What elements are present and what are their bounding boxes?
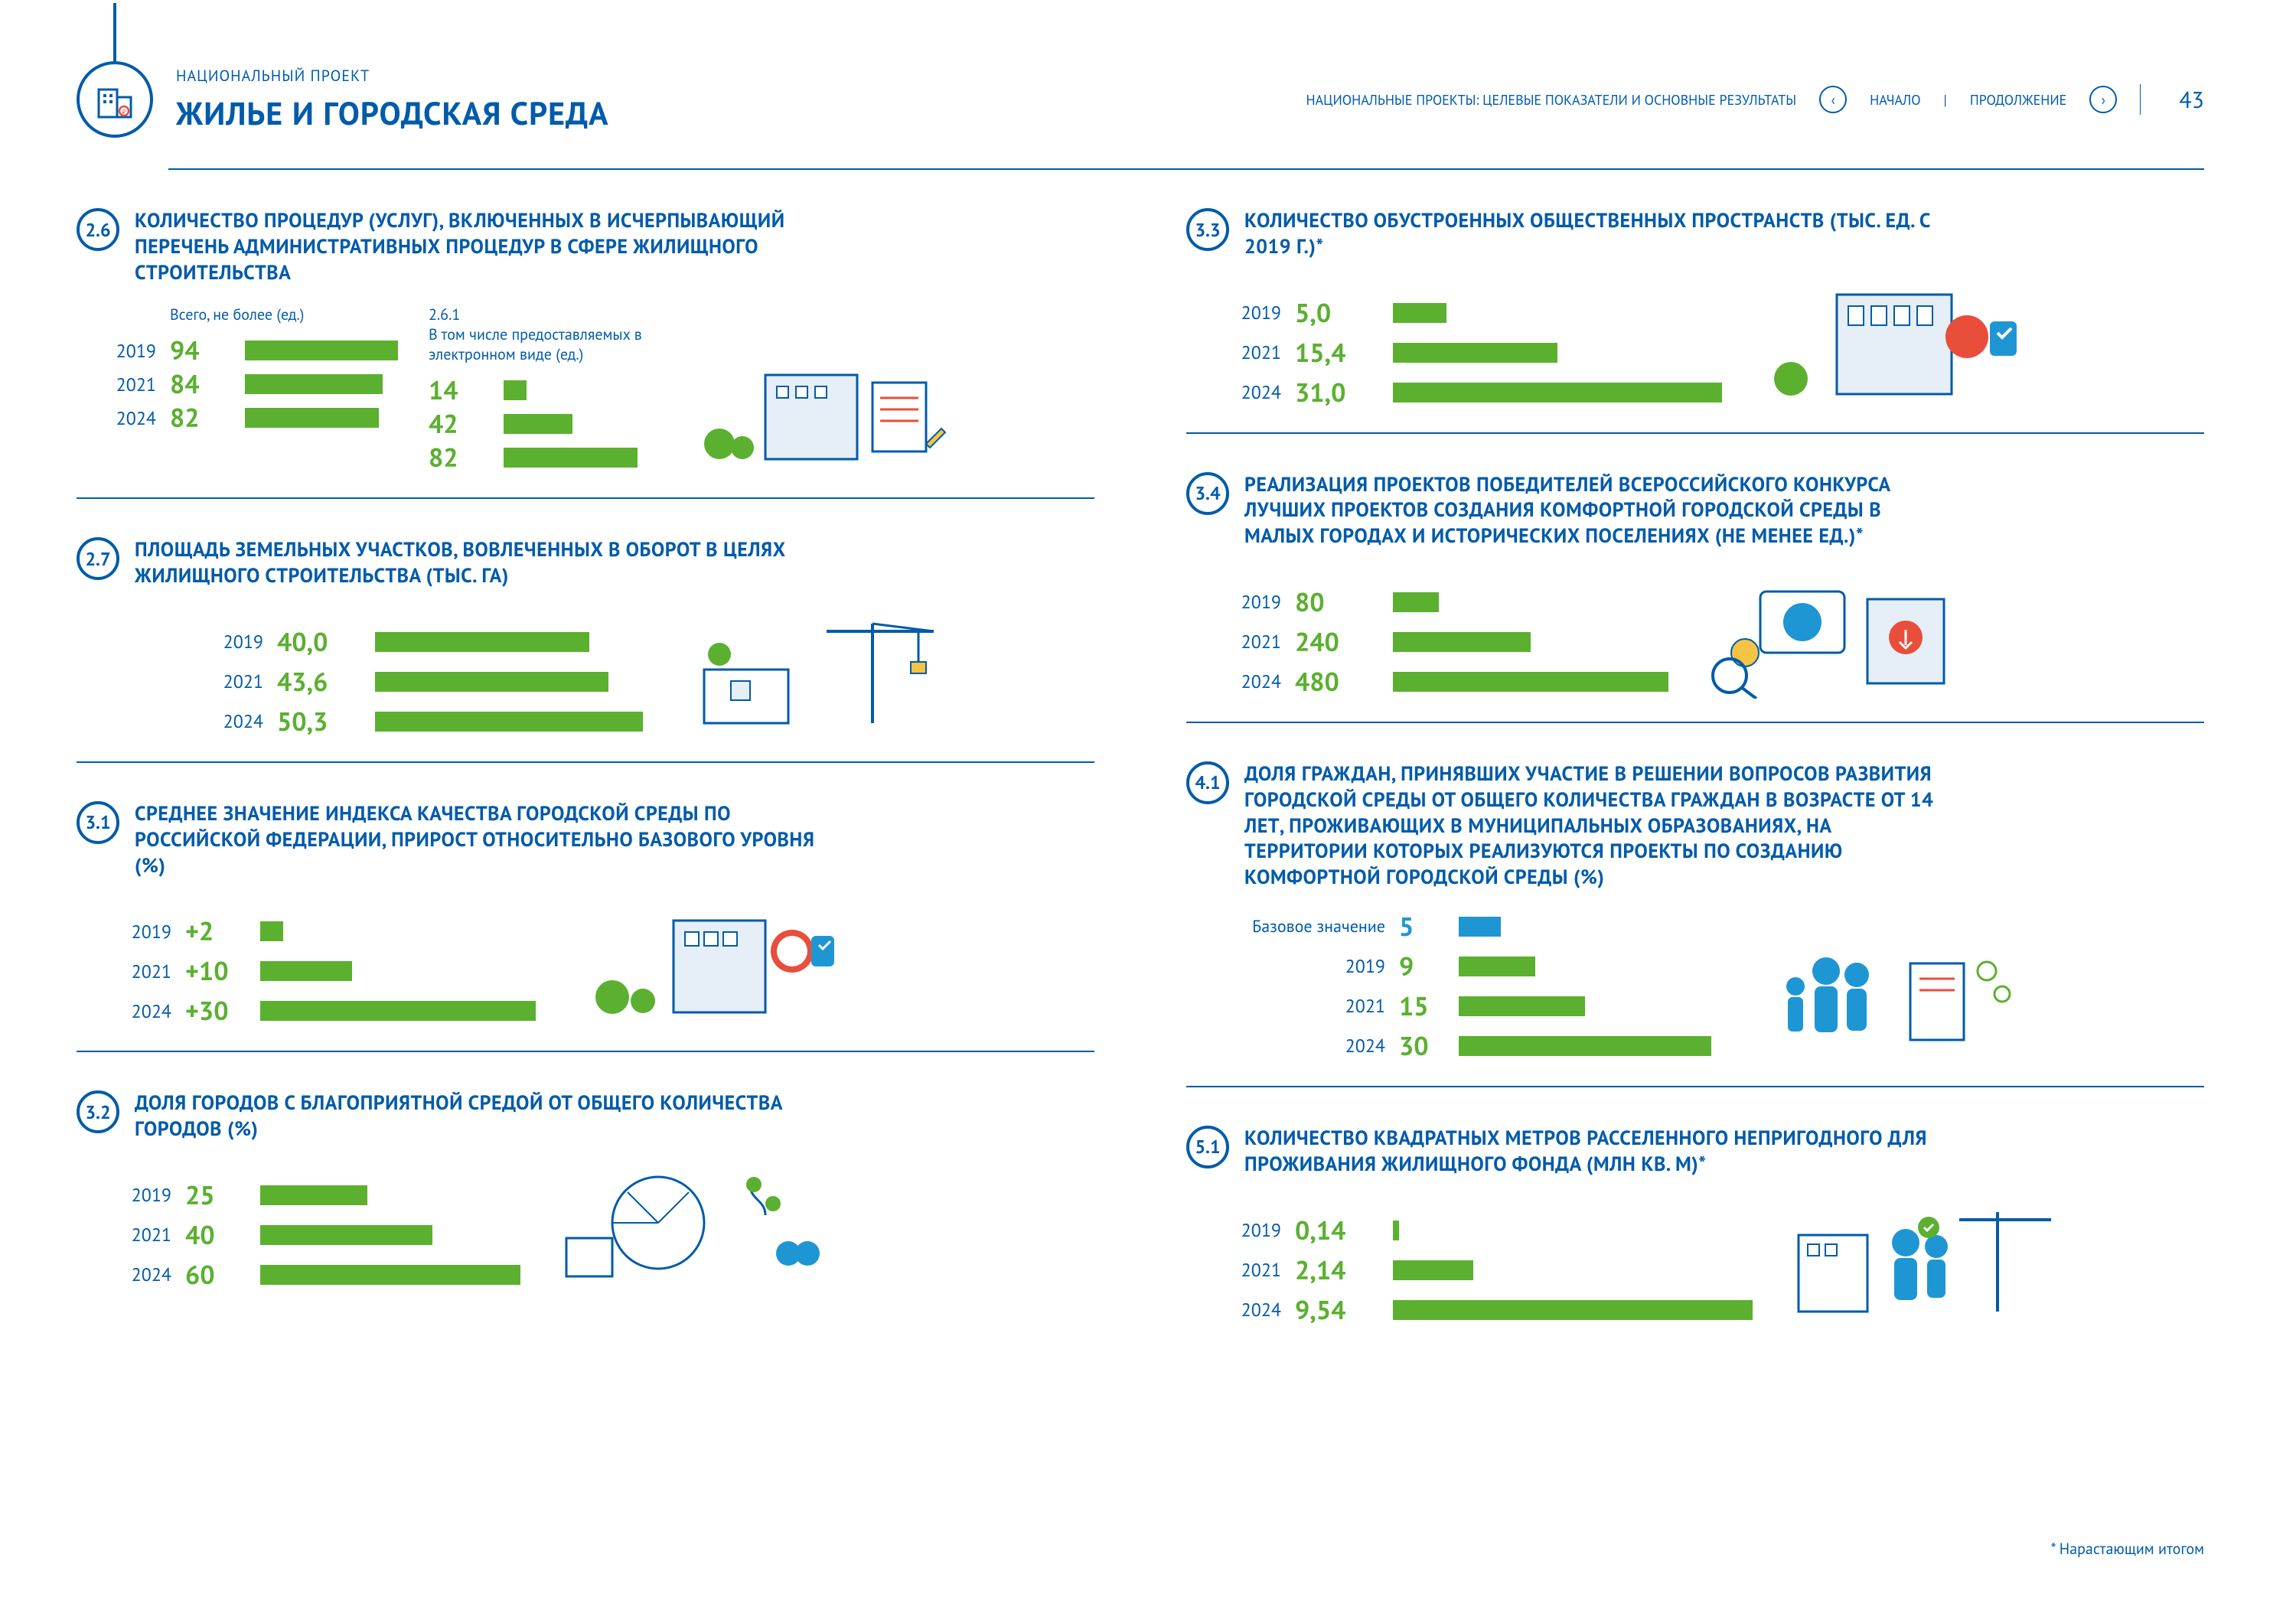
section-number: 2.6 (77, 208, 119, 251)
section-title: СРЕДНЕЕ ЗНАЧЕНИЕ ИНДЕКСА КАЧЕСТВА ГОРОДС… (135, 801, 839, 878)
right-column: 3.3 КОЛИЧЕСТВО ОБУСТРОЕННЫХ ОБЩЕСТВЕННЫХ… (1186, 208, 2204, 1342)
section-3-3: 3.3 КОЛИЧЕСТВО ОБУСТРОЕННЫХ ОБЩЕСТВЕННЫХ… (1186, 208, 2204, 449)
section-3-1: 3.1 СРЕДНЕЕ ЗНАЧЕНИЕ ИНДЕКСА КАЧЕСТВА ГО… (77, 801, 1094, 1067)
section-title: КОЛИЧЕСТВО КВАДРАТНЫХ МЕТРОВ РАССЕЛЕННОГ… (1244, 1126, 1949, 1178)
illustration-award (1699, 569, 1975, 699)
project-title: ЖИЛЬЕ И ГОРОДСКАЯ СРЕДА (176, 92, 1306, 134)
bar (504, 448, 638, 468)
bar (1393, 672, 1668, 692)
bar (260, 961, 352, 981)
section-divider (77, 1051, 1094, 1052)
bar (245, 341, 398, 360)
bar (260, 1185, 367, 1205)
bar (1393, 383, 1722, 403)
section-2-7: 2.7 ПЛОЩАДЬ ЗЕМЕЛЬНЫХ УЧАСТКОВ, ВОВЛЕЧЕН… (77, 537, 1094, 778)
building-icon: ₽ (94, 79, 135, 120)
bar (1459, 957, 1535, 976)
bar (245, 408, 379, 428)
section-divider (1186, 722, 2204, 723)
section-4-1: 4.1 ДОЛЯ ГРАЖДАН, ПРИНЯВШИХ УЧАСТИЕ В РЕ… (1186, 761, 2204, 1103)
project-subtitle: НАЦИОНАЛЬНЫЙ ПРОЕКТ (176, 66, 1306, 86)
bar (1459, 1036, 1711, 1056)
illustration-relocation (1783, 1197, 2059, 1327)
section-2-6: 2.6 КОЛИЧЕСТВО ПРОЦЕДУР (УСЛУГ), ВКЛЮЧЕН… (77, 208, 1094, 514)
bar-base (1459, 917, 1501, 937)
section-divider (1186, 1086, 2204, 1087)
section-number: 4.1 (1186, 761, 1229, 804)
section-number: 3.2 (77, 1090, 119, 1133)
section-title: ДОЛЯ ГРАЖДАН, ПРИНЯВШИХ УЧАСТИЕ В РЕШЕНИ… (1244, 761, 1949, 891)
section-number: 3.3 (1186, 208, 1229, 251)
bar (1393, 343, 1557, 363)
nav-prev-button[interactable]: ‹ (1819, 86, 1847, 113)
section-number: 3.1 (77, 801, 119, 844)
section-divider (1186, 432, 2204, 434)
section-number: 3.4 (1186, 472, 1229, 515)
section-title: КОЛИЧЕСТВО ОБУСТРОЕННЫХ ОБЩЕСТВЕННЫХ ПРО… (1244, 208, 1949, 260)
col-header-electronic: 2.6.1В том числе предоставляемых в элект… (429, 305, 643, 364)
header-divider (168, 168, 2204, 170)
breadcrumb: НАЦИОНАЛЬНЫЕ ПРОЕКТЫ: ЦЕЛЕВЫЕ ПОКАЗАТЕЛИ… (1306, 91, 1797, 109)
col-header-total: Всего, не более (ед.) (170, 305, 398, 324)
bar (375, 632, 589, 652)
footnote: * Нарастающим итогом (2051, 1539, 2204, 1559)
bar (1459, 996, 1585, 1016)
bar (1393, 632, 1531, 652)
bar (1393, 592, 1439, 612)
section-title: ПЛОЩАДЬ ЗЕМЕЛЬНЫХ УЧАСТКОВ, ВОВЛЕЧЕННЫХ … (135, 537, 839, 589)
bar (245, 374, 383, 394)
illustration-public-space (1753, 279, 2028, 409)
section-divider (77, 497, 1094, 499)
section-3-4: 3.4 РЕАЛИЗАЦИЯ ПРОЕКТОВ ПОБЕДИТЕЛЕЙ ВСЕР… (1186, 472, 2204, 738)
bar (1393, 1260, 1473, 1280)
illustration-park (551, 1162, 827, 1292)
illustration-crane (673, 608, 949, 738)
bar (504, 380, 527, 400)
bar (1393, 303, 1446, 323)
illustration-people (1742, 933, 2017, 1063)
bar (260, 1225, 432, 1245)
bar (375, 712, 643, 732)
left-column: 2.6 КОЛИЧЕСТВО ПРОЦЕДУР (УСЛУГ), ВКЛЮЧЕН… (77, 208, 1094, 1342)
bar (260, 1001, 536, 1021)
nav-next-button[interactable]: › (2089, 86, 2117, 113)
bar (260, 921, 283, 941)
base-label: Базовое значение (1217, 916, 1385, 937)
page-header: ₽ НАЦИОНАЛЬНЫЙ ПРОЕКТ ЖИЛЬЕ И ГОРОДСКАЯ … (77, 61, 2204, 138)
section-title: РЕАЛИЗАЦИЯ ПРОЕКТОВ ПОБЕДИТЕЛЕЙ ВСЕРОССИ… (1244, 472, 1949, 549)
section-5-1: 5.1 КОЛИЧЕСТВО КВАДРАТНЫХ МЕТРОВ РАССЕЛЕ… (1186, 1126, 2204, 1342)
section-divider (77, 761, 1094, 763)
nav-start-label[interactable]: НАЧАЛО (1870, 91, 1920, 109)
svg-text:₽: ₽ (122, 108, 126, 116)
nav-cont-label[interactable]: ПРОДОЛЖЕНИЕ (1970, 91, 2066, 109)
section-3-2: 3.2 ДОЛЯ ГОРОДОВ С БЛАГОПРИЯТНОЙ СРЕДОЙ … (77, 1090, 1094, 1307)
section-title: ДОЛЯ ГОРОДОВ С БЛАГОПРИЯТНОЙ СРЕДОЙ ОТ О… (135, 1090, 839, 1142)
section-title: КОЛИЧЕСТВО ПРОЦЕДУР (УСЛУГ), ВКЛЮЧЕННЫХ … (135, 208, 839, 285)
bar (504, 414, 572, 434)
bar (1393, 1300, 1753, 1320)
illustration-construction (673, 344, 949, 474)
page-number: 43 (2179, 85, 2204, 115)
project-icon: ₽ (77, 61, 153, 138)
illustration-cityscape (566, 898, 842, 1028)
section-number: 5.1 (1186, 1126, 1229, 1168)
bar (375, 672, 608, 692)
bar (260, 1265, 520, 1285)
section-number: 2.7 (77, 537, 119, 580)
bar (1393, 1221, 1399, 1240)
